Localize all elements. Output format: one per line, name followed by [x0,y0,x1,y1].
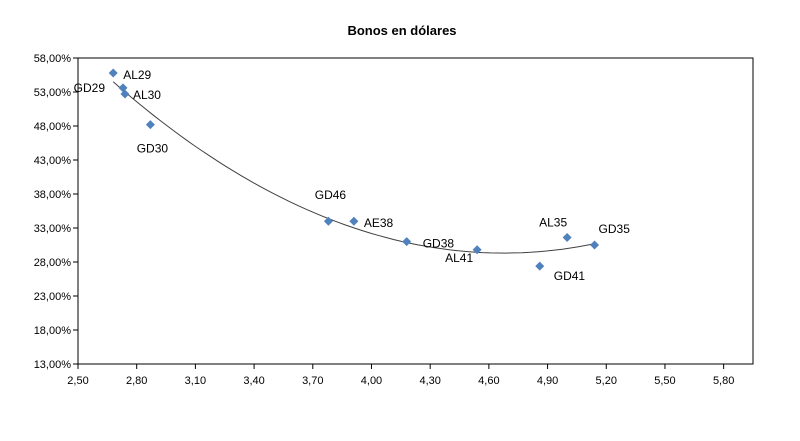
data-point-marker [120,89,130,99]
data-point-marker [145,120,155,130]
x-tick-label: 2,50 [67,375,88,387]
x-tick-label: 2,80 [126,375,147,387]
x-tick-label: 4,00 [361,375,382,387]
data-point-marker [402,237,412,247]
y-tick-label: 23,00% [34,291,72,303]
x-tick-label: 4,60 [478,375,499,387]
data-points [108,68,600,271]
y-tick-label: 28,00% [34,257,72,269]
x-tick-label: 5,80 [713,375,734,387]
data-point-marker [562,233,572,243]
x-tick-label: 3,10 [185,375,206,387]
y-tick-label: 38,00% [34,189,72,201]
data-point-marker [108,68,118,78]
plot-area [77,57,754,365]
y-tick-label: 13,00% [34,359,72,371]
point-label: AL29 [123,68,151,82]
point-label: GD30 [137,142,169,156]
x-tick-label: 3,40 [243,375,264,387]
x-axis: 2,50 2,80 3,10 3,40 3,70 4,00 4,30 4,60 4,90 5,20… [67,364,734,387]
data-point-marker [472,245,482,255]
trendline [112,81,595,254]
point-label: AL41 [445,251,473,265]
y-tick-label: 53,00% [34,87,72,99]
y-tick-label: 48,00% [34,121,72,133]
point-label: GD46 [315,188,347,202]
point-label: AL35 [539,216,567,230]
data-point-marker [590,240,600,250]
x-tick-label: 4,90 [537,375,558,387]
data-point-marker [323,216,333,226]
x-tick-label: 5,50 [654,375,675,387]
x-tick-label: 5,20 [596,375,617,387]
point-label: AE38 [364,216,394,230]
x-tick-label: 4,30 [419,375,440,387]
point-label: GD38 [423,237,455,251]
y-tick-label: 58,00% [34,53,72,65]
chart-title: Bonos en dólares [347,23,456,38]
data-point-marker [535,261,545,271]
point-label: AL30 [133,88,161,102]
point-label: GD35 [599,222,631,236]
y-tick-label: 33,00% [34,223,72,235]
y-axis: 58,00% 53,00% 48,00% 43,00% 38,00% 33,00% 28,0… [34,53,78,371]
point-label: GD41 [554,269,586,283]
point-label: GD29 [74,81,106,95]
x-tick-label: 3,70 [302,375,323,387]
data-point-marker [349,216,359,226]
y-tick-label: 18,00% [34,325,72,337]
y-tick-label: 43,00% [34,155,72,167]
